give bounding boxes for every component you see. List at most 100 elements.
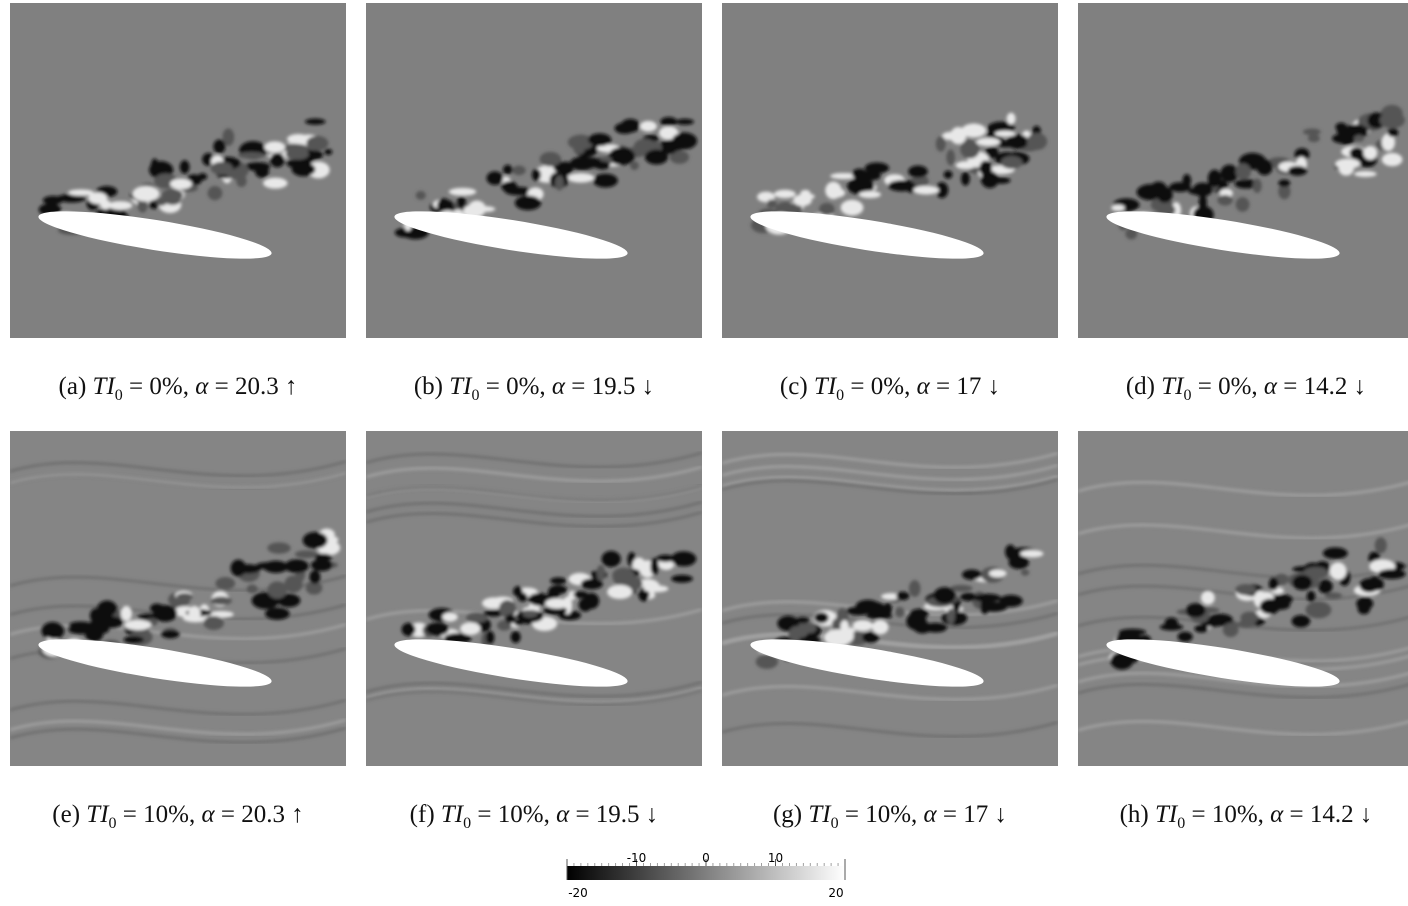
- vortex: [999, 595, 1023, 607]
- vortex: [460, 622, 480, 635]
- vortex: [1236, 197, 1250, 212]
- caption-subscript: 0: [463, 815, 471, 832]
- vortex: [208, 186, 223, 200]
- vortex: [1111, 205, 1124, 212]
- caption-ti-value: = 10%,: [1185, 801, 1270, 828]
- caption-label: (h): [1120, 801, 1149, 828]
- vortex: [165, 198, 180, 205]
- vortex: [1201, 591, 1215, 605]
- vortex: [841, 200, 864, 216]
- vortex: [989, 569, 1007, 577]
- caption-subscript: 0: [109, 815, 117, 832]
- vortex: [161, 630, 180, 638]
- caption-variable: TI: [814, 373, 836, 400]
- caption: (b) TI0 = 0%, α = 19.5 ↓: [366, 373, 702, 405]
- vortex: [1292, 615, 1311, 627]
- vortex: [215, 577, 235, 590]
- caption-label: (f): [410, 801, 435, 828]
- vortex: [640, 121, 657, 132]
- vortex: [961, 124, 986, 138]
- vortex: [908, 165, 928, 177]
- vortex: [306, 136, 328, 151]
- caption-alpha-value: = 17 ↓: [937, 801, 1007, 828]
- vortex: [449, 188, 476, 196]
- vortex: [676, 119, 694, 125]
- vortex: [1188, 187, 1211, 195]
- vortex: [402, 623, 416, 636]
- vortex: [1379, 112, 1405, 129]
- caption-alpha-value: = 19.5 ↓: [565, 373, 654, 400]
- vortex: [1001, 156, 1023, 169]
- vortex: [1165, 618, 1179, 629]
- vortex: [505, 614, 516, 623]
- vortex: [303, 532, 328, 549]
- vortex: [1208, 170, 1222, 188]
- colorbar: -10010-2020: [567, 851, 845, 900]
- vortex: [1260, 599, 1280, 615]
- flow-field-image: [10, 431, 346, 766]
- vortex: [1354, 135, 1365, 142]
- vortex: [1288, 166, 1307, 176]
- vortex: [845, 629, 854, 642]
- vortex: [324, 149, 332, 155]
- vortex: [511, 631, 521, 643]
- vortex: [910, 609, 929, 619]
- tick-label: 10: [768, 851, 783, 865]
- vortex: [512, 166, 525, 176]
- vortex: [608, 147, 635, 165]
- vortex: [1358, 603, 1371, 614]
- caption-alpha-value: = 14.2 ↓: [1283, 801, 1372, 828]
- caption-label: (c): [780, 373, 808, 400]
- vortex: [1330, 562, 1347, 580]
- vortex: [980, 599, 989, 615]
- caption-alpha: α: [195, 373, 208, 400]
- vortex: [1375, 537, 1387, 553]
- vortex: [909, 580, 921, 597]
- vortex: [255, 165, 269, 178]
- vortex: [888, 180, 915, 191]
- range-label: 20: [828, 886, 843, 900]
- caption-alpha: α: [1270, 801, 1283, 828]
- vortex: [123, 636, 143, 643]
- vortex: [1007, 113, 1016, 125]
- vortex: [457, 196, 466, 209]
- vortex: [1220, 165, 1238, 183]
- caption-subscript: 0: [115, 387, 123, 404]
- vortex: [238, 152, 265, 159]
- tick-label: 0: [702, 851, 710, 865]
- vortex: [256, 562, 280, 569]
- vortex: [180, 160, 190, 174]
- vortex: [132, 186, 159, 201]
- caption-alpha-value: = 17 ↓: [930, 373, 1000, 400]
- caption-variable: TI: [449, 373, 471, 400]
- vortex: [198, 173, 207, 180]
- vortex: [284, 575, 302, 592]
- vortex: [532, 169, 541, 181]
- vortex: [593, 174, 618, 188]
- vortex: [305, 119, 326, 125]
- vortex: [267, 542, 290, 553]
- vortex: [896, 592, 909, 601]
- caption-alpha-value: = 20.3 ↑: [215, 801, 304, 828]
- caption-variable: TI: [1161, 373, 1183, 400]
- vortex: [503, 165, 513, 175]
- vortex: [1027, 133, 1047, 150]
- vortex: [426, 622, 449, 635]
- vortex: [995, 131, 1016, 137]
- caption: (e) TI0 = 10%, α = 20.3 ↑: [10, 801, 346, 833]
- vortex: [213, 139, 225, 153]
- vortex: [944, 171, 953, 179]
- caption-alpha: α: [556, 801, 569, 828]
- caption: (f) TI0 = 10%, α = 19.5 ↓: [366, 801, 702, 833]
- vortex: [540, 152, 562, 167]
- vortex: [1308, 134, 1320, 142]
- vortex: [515, 196, 541, 211]
- caption-label: (a): [59, 373, 87, 400]
- vortex: [613, 572, 624, 584]
- caption: (h) TI0 = 10%, α = 14.2 ↓: [1078, 801, 1408, 833]
- vortex: [981, 171, 999, 188]
- vortex: [947, 609, 955, 625]
- vortex: [487, 171, 504, 185]
- vortex: [1150, 182, 1167, 197]
- vortex: [774, 190, 796, 198]
